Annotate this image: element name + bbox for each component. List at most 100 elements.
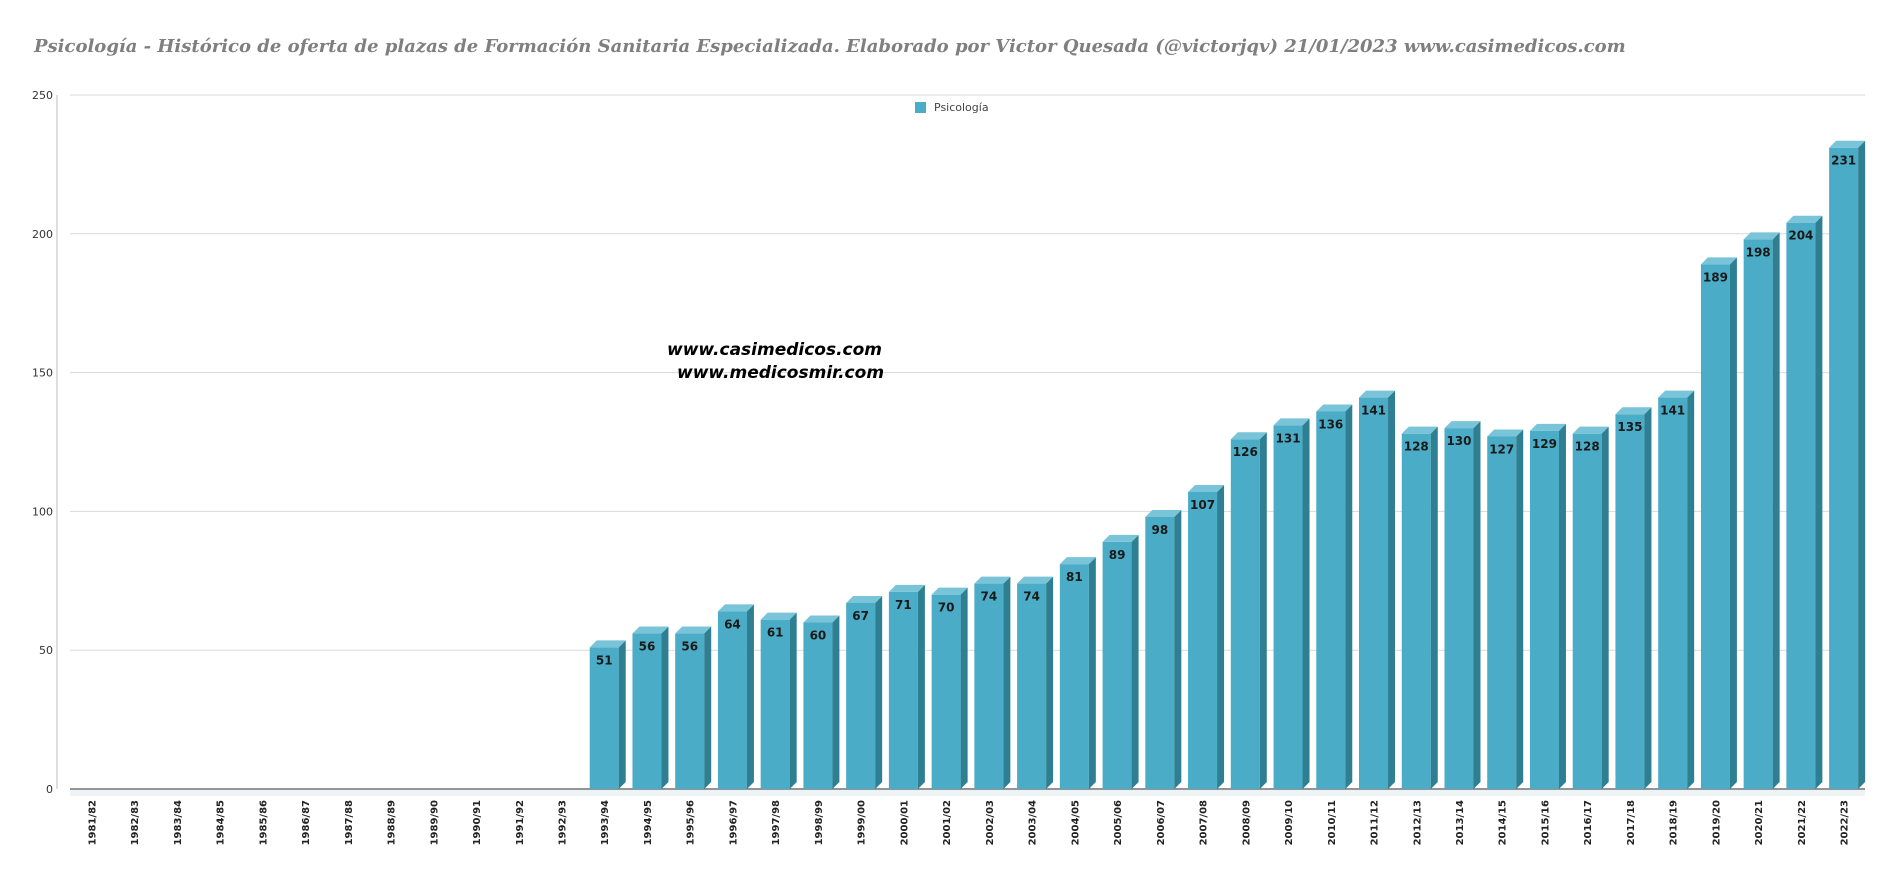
bar-top	[1401, 426, 1438, 434]
x-tick-label: 1991/92	[515, 800, 526, 845]
data-label: 67	[852, 609, 869, 623]
x-axis-ticks: 1981/82 1982/83 1983/84 1984/85 1985/86 1986/…	[87, 800, 1850, 845]
x-tick-label: 2010/11	[1327, 800, 1338, 845]
legend-swatch	[915, 102, 926, 113]
bar	[1359, 397, 1389, 789]
bar-side	[1516, 429, 1524, 789]
bar-top	[1572, 426, 1609, 434]
bar-top	[1743, 232, 1780, 240]
bar-top	[589, 640, 626, 648]
bar	[589, 647, 619, 789]
bar-side	[1858, 140, 1866, 789]
data-label: 231	[1831, 154, 1856, 168]
bar-side	[1345, 404, 1353, 789]
data-label: 51	[596, 653, 613, 667]
x-tick-label: 1984/85	[216, 800, 227, 845]
data-label: 130	[1446, 434, 1471, 448]
bar-side	[1259, 432, 1267, 789]
x-tick-label: 2011/12	[1370, 800, 1381, 845]
bar-top	[888, 584, 925, 592]
chart-floor	[70, 790, 1865, 796]
bar-top	[1444, 421, 1481, 429]
watermark-medicosmir: www.medicosmir.com	[677, 363, 884, 383]
bar	[1102, 541, 1132, 789]
data-label: 74	[981, 590, 998, 604]
bar-side	[1046, 576, 1054, 789]
x-tick-label: 1990/91	[472, 800, 483, 845]
bar-top	[931, 587, 968, 595]
bar-top	[1529, 423, 1566, 431]
bar-top	[1359, 390, 1396, 398]
x-tick-label: 2001/02	[942, 800, 953, 845]
bar-side	[1088, 557, 1096, 789]
bar-top	[1316, 404, 1353, 412]
x-tick-label: 1988/89	[387, 800, 398, 845]
bar	[1572, 433, 1602, 789]
y-tick-label: 250	[32, 89, 53, 102]
bar-side	[1473, 421, 1481, 789]
bar	[1059, 564, 1089, 789]
y-tick-label: 200	[32, 228, 53, 241]
bar-top	[1188, 484, 1225, 492]
chart-title: Psicología - Histórico de oferta de plaz…	[34, 36, 1626, 57]
bar-side	[1772, 232, 1780, 790]
legend-label: Psicología	[934, 101, 989, 114]
bar-top	[1829, 140, 1866, 148]
x-tick-label: 1981/82	[87, 800, 98, 845]
bar-top	[1487, 429, 1524, 437]
data-label: 107	[1190, 498, 1215, 512]
bar-side	[960, 587, 968, 789]
data-label: 131	[1276, 431, 1301, 445]
bar-top	[1700, 257, 1737, 265]
bar	[760, 619, 790, 789]
bar-side	[1729, 257, 1737, 789]
x-tick-label: 2003/04	[1028, 800, 1039, 845]
data-label: 129	[1532, 437, 1557, 451]
x-tick-label: 2015/16	[1540, 800, 1551, 845]
bar	[1487, 436, 1517, 789]
bar-side	[832, 615, 840, 789]
x-tick-label: 1982/83	[130, 800, 141, 845]
x-tick-label: 1997/98	[771, 800, 782, 845]
bar-side	[1601, 426, 1609, 789]
bar-side	[1430, 426, 1438, 789]
bar	[1786, 222, 1816, 790]
x-tick-label: 2022/23	[1840, 800, 1851, 845]
data-label: 135	[1617, 420, 1642, 434]
x-tick-label: 2018/19	[1669, 800, 1680, 845]
data-label: 126	[1233, 445, 1258, 459]
x-tick-label: 2019/20	[1711, 800, 1722, 845]
x-tick-label: 1986/87	[301, 800, 312, 845]
bars: 51 56 56 64 61 60 67 71 70 74 74 81 89 98 107 126 131 136…	[589, 140, 1866, 790]
bar	[1743, 239, 1773, 790]
bar-side	[618, 640, 626, 789]
x-tick-label: 1983/84	[173, 800, 184, 845]
data-label: 141	[1361, 404, 1386, 418]
data-label: 74	[1023, 590, 1040, 604]
x-tick-label: 1993/94	[600, 800, 611, 845]
bar-side	[1003, 576, 1011, 789]
bar	[1444, 428, 1474, 789]
bar-top	[632, 626, 669, 634]
x-tick-label: 1985/86	[258, 800, 269, 845]
bar-side	[875, 596, 883, 789]
bar	[1829, 147, 1859, 789]
x-tick-label: 2009/10	[1284, 800, 1295, 845]
y-tick-label: 50	[39, 644, 53, 657]
bar	[846, 603, 876, 789]
data-label: 64	[724, 617, 741, 631]
x-tick-label: 1994/95	[643, 800, 654, 845]
x-tick-label: 2021/22	[1797, 800, 1808, 845]
bar	[717, 611, 747, 789]
x-tick-label: 2008/09	[1241, 800, 1252, 845]
bar-top	[1017, 576, 1054, 584]
bar-side	[661, 626, 669, 789]
bar-side	[1217, 484, 1225, 789]
bar-top	[803, 615, 840, 623]
bar-top	[717, 604, 754, 612]
bar-top	[1786, 215, 1823, 223]
data-label: 61	[767, 626, 784, 640]
bar-top	[846, 596, 883, 604]
x-tick-label: 2004/05	[1070, 800, 1081, 845]
